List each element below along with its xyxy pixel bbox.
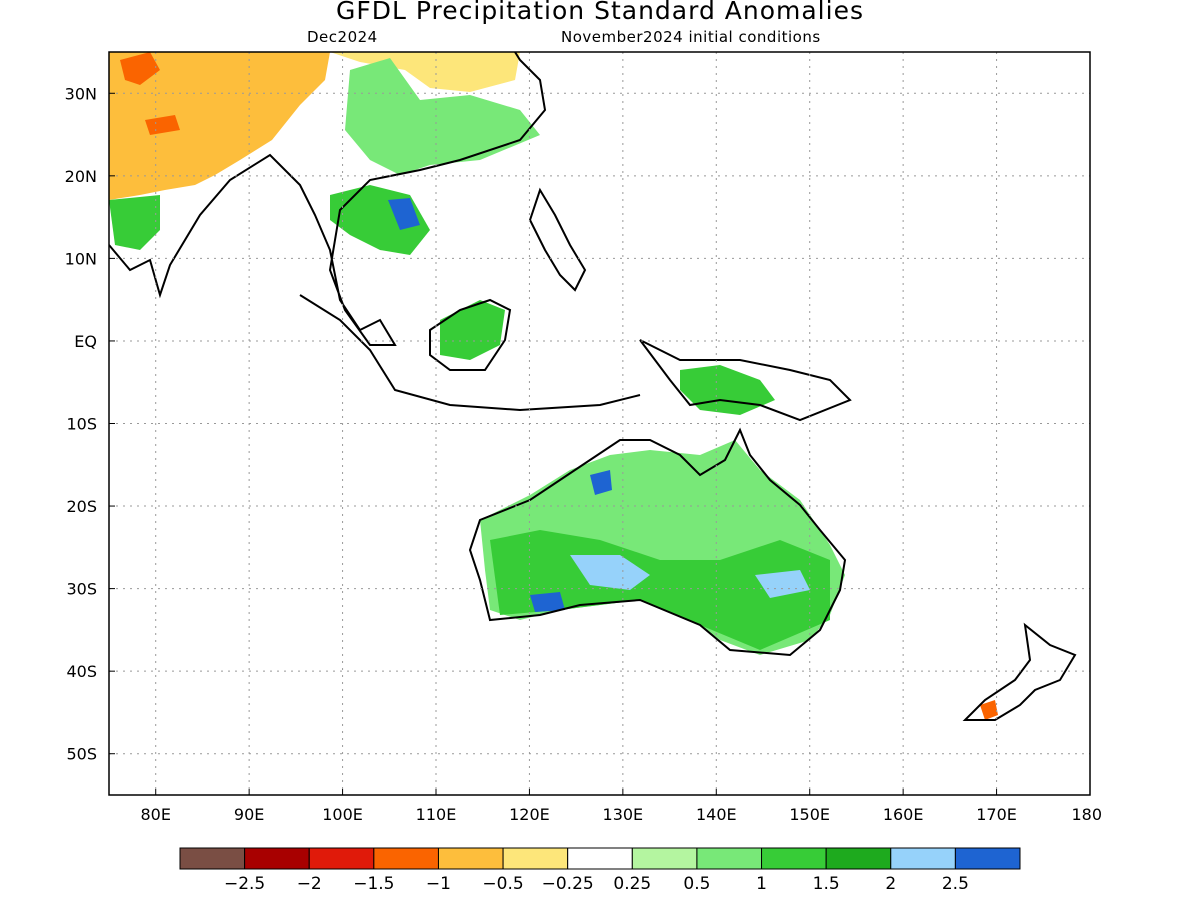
anomaly-wet-south-china: [345, 58, 540, 175]
colorbar-swatch: [696, 847, 763, 870]
colorbar-swatch: [890, 847, 956, 870]
x-tick-label: 130E: [603, 805, 644, 824]
colorbar-swatch: [567, 847, 633, 870]
forecast-month: Dec2024: [307, 28, 378, 46]
colorbar-label: 2.5: [942, 874, 969, 894]
x-tick-label: 140E: [696, 805, 737, 824]
colorbar-swatch: [179, 847, 246, 870]
anomaly-dry-nz: [980, 700, 998, 720]
colorbar-label: 1: [756, 874, 767, 894]
colorbar-label: 0.5: [683, 874, 710, 894]
coast-australia: [468, 427, 847, 657]
anomaly-very-wet-cambodia: [388, 198, 420, 230]
x-tick-label: 150E: [789, 805, 830, 824]
map-title: GFDL Precipitation Standard Anomalies: [336, 0, 864, 25]
coast-asia: [109, 52, 547, 346]
colorbar-swatch: [502, 847, 569, 870]
anomaly-very-wet-australia-1: [570, 555, 650, 590]
x-axis-labels: 80E 90E 100E 110E 120E 130E 140E 150E 160E 170E 18…: [140, 789, 1102, 824]
initial-conditions: November2024 initial conditions: [561, 28, 821, 46]
x-tick-label: 90E: [234, 805, 264, 824]
coast-philippines: [528, 187, 587, 292]
colorbar-label: 2: [885, 874, 896, 894]
coast-sumatra-java: [299, 294, 641, 412]
anomaly-wet-borneo: [440, 300, 505, 360]
coast-new-zealand: [962, 622, 1077, 721]
anomaly-very-wet-australia-2: [755, 570, 810, 598]
colorbar-label: −1: [426, 874, 451, 894]
y-tick-label: 20S: [66, 497, 97, 516]
colorbar-swatch: [373, 847, 439, 870]
colorbar-swatch: [437, 847, 504, 870]
colorbar-swatch: [825, 847, 892, 870]
anomaly-strong-dry-himalaya: [120, 52, 180, 135]
y-axis-labels: 30N 20N 10N EQ 10S 20S 30S 40S 50S: [65, 84, 115, 764]
y-tick-label: 10N: [65, 249, 97, 268]
y-tick-label: 50S: [66, 745, 97, 764]
x-tick-label: 80E: [140, 805, 170, 824]
anomaly-dry-south-asia: [109, 52, 330, 200]
coast-borneo: [429, 298, 512, 371]
map-layer: [109, 52, 1077, 721]
y-tick-label: 20N: [65, 167, 97, 186]
coastlines: [109, 52, 1077, 721]
x-tick-label: 110E: [416, 805, 457, 824]
y-tick-label: EQ: [74, 332, 97, 351]
y-tick-label: 30N: [65, 84, 97, 103]
y-tick-label: 10S: [66, 415, 97, 434]
colorbar-label: 1.5: [813, 874, 840, 894]
y-tick-label: 30S: [66, 580, 97, 599]
colorbar-label: −2.5: [224, 874, 265, 894]
x-tick-label: 180: [1071, 805, 1102, 824]
colorbar-label: −0.5: [482, 874, 523, 894]
colorbar-swatch: [954, 847, 1021, 870]
colorbar-label: 0.25: [613, 874, 651, 894]
x-tick-label: 100E: [322, 805, 363, 824]
colorbar-label: −2: [297, 874, 322, 894]
anomaly-strong-wet-australia-n: [590, 470, 612, 495]
anomaly-wet-india-south: [109, 195, 160, 250]
x-tick-label: 120E: [509, 805, 550, 824]
colorbar: −2.5 −2 −1.5 −1 −0.5 −0.25 0.25 0.5 1 1.5 2 2.5: [179, 847, 1021, 894]
colorbar-swatch: [308, 847, 375, 870]
colorbar-label: −0.25: [542, 874, 594, 894]
x-tick-label: 170E: [976, 805, 1017, 824]
colorbar-swatch: [244, 847, 310, 870]
coast-new-guinea: [639, 339, 852, 422]
x-tick-label: 160E: [883, 805, 924, 824]
colorbar-label: −1.5: [353, 874, 394, 894]
y-tick-label: 40S: [66, 662, 97, 681]
colorbar-swatch: [631, 847, 698, 870]
colorbar-swatch: [761, 847, 827, 870]
grid: [109, 52, 1091, 795]
anomaly-strong-wet-australia-sw: [530, 592, 565, 612]
